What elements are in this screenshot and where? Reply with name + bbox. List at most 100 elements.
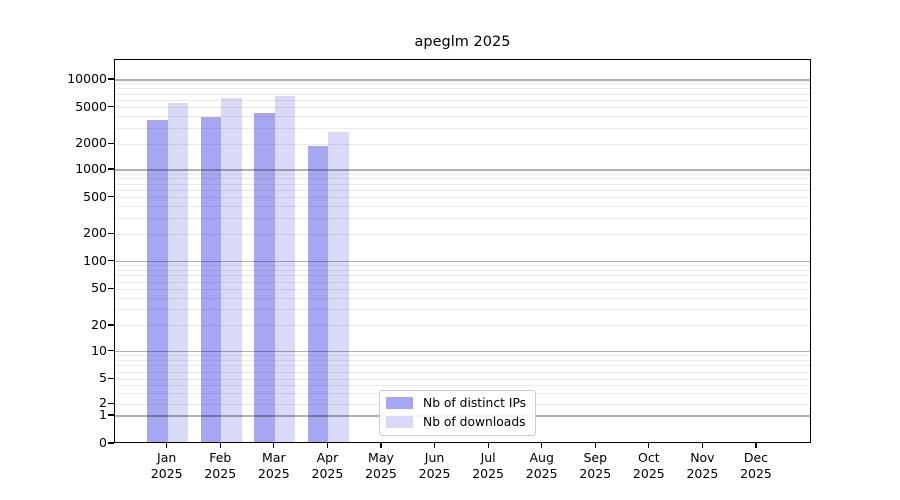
gridline-minor [115, 143, 810, 145]
x-tick-label: Jun 2025 [395, 450, 475, 481]
gridline-minor [115, 355, 810, 357]
x-tick-month: May [368, 450, 394, 465]
y-tick-mark [108, 196, 114, 198]
x-tick-label: Dec 2025 [716, 450, 796, 481]
x-tick-label: Jul 2025 [448, 450, 528, 481]
gridline-minor [115, 270, 810, 272]
x-tick-year: 2025 [579, 465, 612, 481]
y-tick-label: 200 [83, 225, 107, 241]
y-tick-label: 1000 [75, 161, 107, 177]
bar-downloads-mar [274, 95, 296, 442]
legend-label: Nb of downloads [423, 415, 526, 429]
y-tick-mark [108, 402, 114, 404]
y-tick-label: 0 [99, 435, 107, 450]
y-tick-label: 10 [91, 342, 107, 358]
x-tick-month: Sep [583, 450, 608, 465]
y-tick-label: 50 [91, 280, 107, 296]
gridline-minor [115, 183, 810, 185]
bar-downloads-jan [167, 102, 189, 442]
bar-distinct-ips-feb [200, 117, 222, 442]
gridline-minor [115, 265, 810, 267]
gridline-minor [115, 233, 810, 235]
gridline-minor [115, 378, 810, 380]
gridline-minor [115, 93, 810, 95]
gridline-minor [115, 384, 810, 386]
x-tick-label: Nov 2025 [662, 450, 742, 481]
gridline-minor [115, 197, 810, 199]
y-tick-mark [108, 377, 114, 379]
x-tick-year: 2025 [472, 465, 505, 481]
y-tick-label: 100 [83, 252, 107, 268]
gridline-minor [115, 88, 810, 90]
x-tick-year: 2025 [740, 465, 772, 481]
legend-item-distinct-ips: Nb of distinct IPs [386, 396, 526, 410]
bar-downloads-feb [221, 97, 242, 442]
gridline-minor [115, 178, 810, 180]
y-tick-label: 1 [99, 407, 107, 422]
y-tick-mark [108, 350, 114, 352]
gridline-minor [115, 325, 810, 327]
gridline-minor [115, 107, 810, 109]
x-tick-label: May 2025 [341, 450, 421, 481]
gridline-minor [115, 275, 810, 277]
x-tick-year: 2025 [204, 465, 237, 481]
gridline-minor [115, 360, 810, 362]
x-tick-label: Apr 2025 [287, 450, 367, 481]
x-tick-month: Dec [743, 450, 769, 465]
bar-distinct-ips-mar [254, 112, 275, 442]
gridline-minor [115, 116, 810, 118]
x-tick-mark [273, 443, 275, 448]
y-tick-mark [108, 142, 114, 144]
x-tick-year: 2025 [632, 465, 665, 481]
chart-title: apeglm 2025 [414, 34, 511, 50]
y-tick-label: 5 [99, 370, 107, 386]
y-tick-mark [108, 260, 114, 262]
y-tick-mark [108, 414, 114, 416]
gridline-minor [115, 288, 810, 290]
gridline-minor [115, 83, 810, 85]
x-tick-mark [648, 443, 650, 448]
gridline-minor [115, 217, 810, 219]
x-tick-label: Jan 2025 [127, 450, 207, 481]
y-tick-mark [108, 287, 114, 289]
gridline-minor [115, 365, 810, 367]
x-tick-mark [594, 443, 596, 448]
gridline-minor [115, 127, 810, 129]
x-tick-label: Aug 2025 [502, 450, 582, 481]
x-tick-year: 2025 [311, 465, 344, 481]
x-tick-label: Mar 2025 [234, 450, 314, 481]
y-tick-label: 2 [99, 395, 107, 411]
x-tick-label: Sep 2025 [555, 450, 635, 481]
y-tick-mark [108, 324, 114, 326]
x-tick-year: 2025 [525, 465, 558, 481]
x-tick-month: Jan [157, 450, 177, 465]
y-tick-mark [108, 78, 114, 80]
x-tick-month: Jul [480, 450, 496, 465]
gridline-minor [115, 189, 810, 191]
y-tick-label: 10000 [67, 71, 107, 86]
x-tick-mark [380, 443, 382, 448]
gridline-major [115, 79, 810, 81]
legend-swatch [386, 416, 413, 428]
y-tick-mark [108, 442, 114, 444]
x-tick-mark [541, 443, 543, 448]
gridline-minor [115, 99, 810, 101]
x-tick-mark [166, 443, 168, 448]
x-tick-mark [433, 443, 436, 448]
gridline-major [115, 169, 810, 171]
x-tick-month: Feb [209, 450, 232, 465]
x-tick-year: 2025 [365, 465, 397, 481]
x-tick-year: 2025 [257, 465, 290, 481]
plot-area: Nb of distinct IPs Nb of downloads [114, 59, 811, 443]
bar-distinct-ips-apr [307, 146, 329, 442]
x-tick-mark [701, 443, 703, 448]
y-tick-label: 20 [91, 316, 107, 332]
y-tick-label: 2000 [75, 135, 107, 151]
x-tick-year: 2025 [150, 465, 183, 481]
x-tick-month: Mar [262, 450, 286, 465]
gridline-major [115, 261, 810, 263]
x-tick-mark [326, 443, 328, 448]
x-tick-year: 2025 [686, 465, 719, 481]
gridline-minor [115, 281, 810, 283]
x-tick-mark [487, 443, 489, 448]
